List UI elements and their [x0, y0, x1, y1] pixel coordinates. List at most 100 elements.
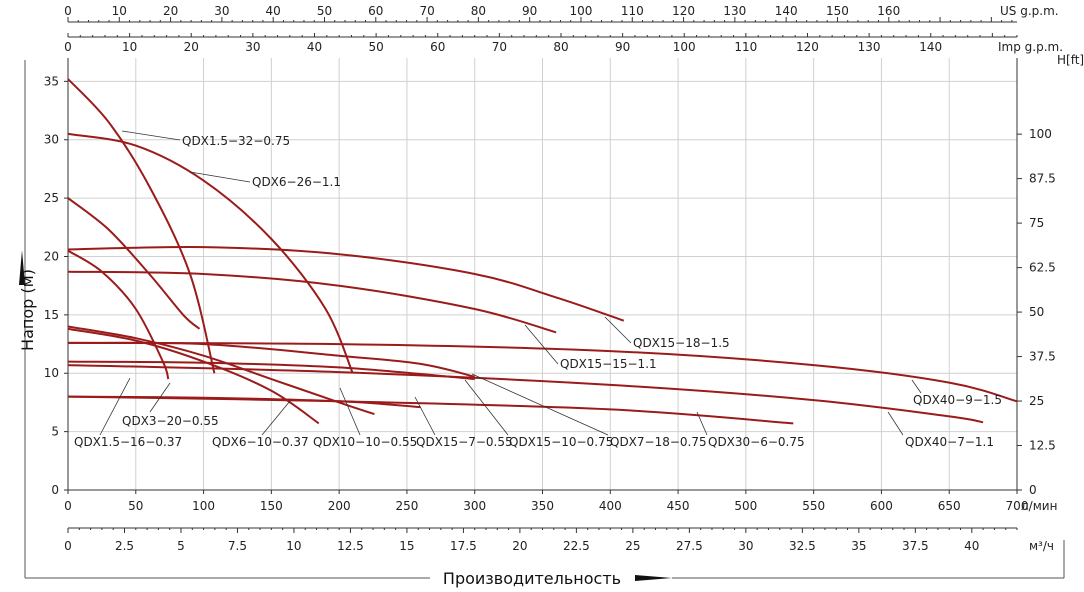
usgpm-tick-label: 20: [163, 4, 178, 18]
impgpm-tick-label: 140: [919, 40, 942, 54]
curve-qdx40-7-1.1: [67, 364, 984, 424]
m3h-tick-label: 15: [399, 539, 414, 553]
curve-label-qdx1.5-32-0.75: QDX1.5−32−0.75: [182, 134, 290, 148]
leader-line: [696, 411, 708, 436]
usgpm-tick-label: 140: [775, 4, 798, 18]
leader-line: [524, 324, 559, 365]
y-tick-label: 25: [44, 191, 59, 205]
usgpm-tick-label: 110: [621, 4, 644, 18]
ft-tick-label: 87.5: [1029, 172, 1056, 186]
lpm-tick-label: 450: [667, 499, 690, 513]
ft-tick-label: 25: [1029, 394, 1044, 408]
x-axis-arrow: [635, 575, 672, 581]
impgpm-tick-label: 80: [553, 40, 568, 54]
leader-line: [604, 316, 632, 344]
leader-line: [189, 171, 251, 183]
curve-label-qdx40-9-1.5: QDX40−9−1.5: [913, 393, 1002, 407]
impgpm-tick-label: 70: [492, 40, 507, 54]
curve-label-qdx15-15-1.1: QDX15−15−1.1: [560, 357, 657, 371]
lpm-tick-label: 50: [128, 499, 143, 513]
lpm-tick-label: 250: [395, 499, 418, 513]
usgpm-tick-label: 90: [522, 4, 537, 18]
m3h-tick-label: 20: [512, 539, 527, 553]
lpm-axis-unit: л/мин: [1021, 499, 1057, 513]
m3h-axis-unit: м³/ч: [1029, 539, 1054, 553]
y-axis-title: Напор (м): [18, 269, 37, 351]
usgpm-tick-label: 10: [112, 4, 127, 18]
usgpm-tick-label: 100: [570, 4, 593, 18]
impgpm-tick-label: 30: [245, 40, 260, 54]
m3h-tick-label: 17.5: [450, 539, 477, 553]
m3h-tick-label: 30: [738, 539, 753, 553]
ft-tick-label: 50: [1029, 305, 1044, 319]
curve-label-qdx15-10-0.75: QDX15−10−0.75: [509, 435, 613, 449]
lpm-tick-label: 550: [802, 499, 825, 513]
usgpm-tick-label: 0: [64, 4, 72, 18]
curve-label-qdx6-26-1.1: QDX6−26−1.1: [252, 175, 341, 189]
usgpm-axis-unit: US g.p.m.: [1000, 4, 1059, 18]
impgpm-tick-label: 90: [615, 40, 630, 54]
m3h-tick-label: 27.5: [676, 539, 703, 553]
m3h-tick-label: 12.5: [337, 539, 364, 553]
curve-qdx15-15-1.1: [67, 270, 557, 334]
lpm-tick-label: 150: [260, 499, 283, 513]
y-tick-label: 10: [44, 366, 59, 380]
curve-label-qdx1.5-16-0.37: QDX1.5−16−0.37: [74, 435, 182, 449]
ft-tick-label: 12.5: [1029, 439, 1056, 453]
m3h-tick-label: 5: [177, 539, 185, 553]
y-tick-label: 35: [44, 74, 59, 88]
y-axis-arrow: [19, 250, 25, 285]
m3h-tick-label: 40: [964, 539, 979, 553]
leader-line: [261, 400, 291, 436]
lpm-tick-label: 200: [328, 499, 351, 513]
lpm-tick-label: 0: [64, 499, 72, 513]
m3h-tick-label: 7.5: [228, 539, 247, 553]
lpm-tick-label: 700: [1006, 499, 1029, 513]
lpm-tick-label: 650: [938, 499, 961, 513]
leader-line: [414, 396, 436, 436]
ft-tick-label: 100: [1029, 127, 1052, 141]
curve-qdx10-10-0.55: [67, 325, 375, 416]
leader-line: [911, 379, 922, 394]
curve-label-qdx7-18-0.75: QDX7−18−0.75: [610, 435, 707, 449]
axes: 05101520253035012.52537.55062.57587.5100…: [19, 4, 1084, 581]
usgpm-tick-label: 40: [266, 4, 281, 18]
impgpm-tick-label: 60: [430, 40, 445, 54]
impgpm-tick-label: 50: [368, 40, 383, 54]
curve-label-qdx10-10-0.55: QDX10−10−0.55: [313, 435, 417, 449]
curve-label-qdx15-18-1.5: QDX15−18−1.5: [633, 336, 730, 350]
y-tick-label: 0: [51, 483, 59, 497]
usgpm-tick-label: 80: [471, 4, 486, 18]
usgpm-tick-label: 50: [317, 4, 332, 18]
curve-qdx7-18-0.75: [67, 360, 475, 381]
m3h-tick-label: 35: [851, 539, 866, 553]
curve-qdx3-20-0.55: [67, 197, 201, 330]
ft-tick-label: 37.5: [1029, 350, 1056, 364]
impgpm-tick-label: 120: [796, 40, 819, 54]
curve-label-qdx40-7-1.1: QDX40−7−1.1: [905, 435, 994, 449]
leader-line: [339, 387, 361, 436]
m3h-tick-label: 22.5: [563, 539, 590, 553]
y-tick-label: 20: [44, 249, 59, 263]
lpm-tick-label: 500: [734, 499, 757, 513]
impgpm-tick-label: 10: [122, 40, 137, 54]
usgpm-tick-label: 150: [826, 4, 849, 18]
m3h-tick-label: 0: [64, 539, 72, 553]
curve-label-qdx30-6-0.75: QDX30−6−0.75: [708, 435, 805, 449]
lpm-tick-label: 400: [599, 499, 622, 513]
m3h-tick-label: 37.5: [902, 539, 929, 553]
impgpm-tick-label: 130: [858, 40, 881, 54]
impgpm-tick-label: 100: [673, 40, 696, 54]
y-tick-label: 5: [51, 425, 59, 439]
grid: [67, 58, 1018, 491]
curve-qdx6-26-1.1: [67, 132, 354, 374]
usgpm-tick-label: 160: [877, 4, 900, 18]
m3h-tick-label: 10: [286, 539, 301, 553]
impgpm-tick-label: 110: [734, 40, 757, 54]
leader-line: [471, 373, 609, 436]
curve-qdx40-9-1.5: [67, 341, 1018, 403]
ft-tick-label: 62.5: [1029, 261, 1056, 275]
curve-label-qdx3-20-0.55: QDX3−20−0.55: [122, 414, 219, 428]
leader-line: [149, 382, 171, 413]
